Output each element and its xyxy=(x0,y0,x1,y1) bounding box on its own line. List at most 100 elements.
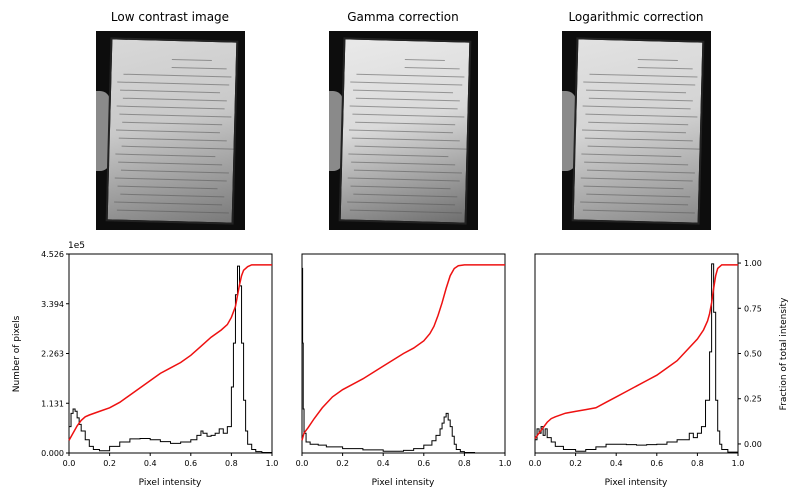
handwriting-line xyxy=(123,73,232,78)
handwriting-line xyxy=(354,145,467,150)
handwriting-line xyxy=(120,169,229,174)
plot-frame xyxy=(301,253,506,454)
handwriting-line xyxy=(353,169,462,174)
handwriting-line xyxy=(118,161,223,166)
plot-frame xyxy=(68,253,273,454)
letter-page xyxy=(105,37,239,225)
y-tick-right-label: 0.50 xyxy=(744,350,762,359)
handwriting-line xyxy=(355,97,460,102)
y-exponent-label: 1e5 xyxy=(68,241,85,251)
handwriting-line xyxy=(347,201,456,206)
handwriting-line xyxy=(120,89,221,94)
handwriting-line xyxy=(116,209,229,214)
gamma-corrected-image xyxy=(329,31,478,230)
x-axis-label-gamma: Pixel intensity xyxy=(372,478,435,488)
handwriting-line xyxy=(348,153,449,158)
y-tick-right-label: 0.00 xyxy=(744,440,762,449)
y-axis-label-right: Fraction of total intensity xyxy=(779,297,789,410)
log-corrected-image xyxy=(562,31,711,230)
handwriting-line xyxy=(347,177,460,182)
y-tick-label: 3.394 xyxy=(41,300,64,309)
handwriting-line xyxy=(117,185,218,190)
handwriting-line xyxy=(588,121,689,126)
handwriting-line xyxy=(580,177,693,182)
handwriting-line xyxy=(584,161,689,166)
plot-frame xyxy=(534,253,739,454)
x-tick-label: 0.0 xyxy=(63,459,76,468)
handwriting-line xyxy=(122,121,223,126)
histogram-series xyxy=(301,267,505,454)
handwriting-line xyxy=(637,66,693,70)
handwriting-line xyxy=(114,177,227,182)
handwriting-line xyxy=(351,161,456,166)
histogram-series xyxy=(68,265,273,454)
y-tick-right-label: 0.75 xyxy=(744,304,762,313)
histogram-series xyxy=(534,263,739,453)
handwriting-line xyxy=(117,81,230,86)
x-tick-label: 0.4 xyxy=(377,459,390,468)
handwriting-line xyxy=(586,193,691,198)
handwriting-line xyxy=(352,113,465,118)
handwriting-line xyxy=(580,201,689,206)
y-tick-label: 2.263 xyxy=(41,350,64,359)
handwriting-line xyxy=(349,209,462,214)
handwriting-line xyxy=(119,113,232,118)
panel-title-gamma: Gamma correction xyxy=(347,10,459,24)
handwriting-line xyxy=(586,169,695,174)
handwriting-line xyxy=(353,89,454,94)
y-tick-label: 4.526 xyxy=(41,250,64,259)
x-tick-label: 0.8 xyxy=(691,459,704,468)
x-tick-label: 0.0 xyxy=(529,459,542,468)
cumulative-series xyxy=(68,264,272,441)
y-axis-label-left: Number of pixels xyxy=(12,315,22,392)
x-axis-label-low: Pixel intensity xyxy=(139,478,202,488)
handwriting-line xyxy=(356,73,465,78)
handwriting-line xyxy=(637,58,678,62)
handwriting-line xyxy=(404,66,460,70)
handwriting-line xyxy=(587,145,700,150)
handwriting-line xyxy=(121,145,234,150)
handwriting-line xyxy=(114,201,223,206)
handwriting-line xyxy=(171,58,212,62)
x-tick-label: 0.2 xyxy=(103,459,116,468)
handwriting-line xyxy=(116,105,225,110)
handwriting-line xyxy=(350,81,463,86)
handwriting-line xyxy=(581,153,682,158)
x-tick-label: 0.4 xyxy=(144,459,157,468)
handwriting-line xyxy=(355,121,456,126)
handwriting-line xyxy=(115,129,220,134)
handwriting-line xyxy=(582,105,691,110)
cumulative-series xyxy=(534,264,738,439)
handwriting-line xyxy=(115,153,216,158)
handwriting-line xyxy=(584,137,693,142)
letter-page xyxy=(571,37,705,225)
handwriting-line xyxy=(586,89,687,94)
handwriting-line xyxy=(350,185,451,190)
y-tick-label: 0.000 xyxy=(41,449,64,458)
handwriting-line xyxy=(118,137,227,142)
x-axis-label-log: Pixel intensity xyxy=(605,478,668,488)
x-tick-label: 0.6 xyxy=(650,459,663,468)
panel-title-low: Low contrast image xyxy=(110,10,230,24)
x-tick-label: 1.0 xyxy=(266,459,279,468)
letter-page xyxy=(338,37,472,225)
handwriting-line xyxy=(349,105,458,110)
handwriting-line xyxy=(589,73,698,78)
y-tick-label: 1.131 xyxy=(41,399,64,408)
chart-log: 0.0 0.2 0.4 0.6 0.8 1.0 0.00 0.25 0.50 0.75 1.00 xyxy=(529,253,762,468)
handwriting-line xyxy=(120,193,225,198)
handwriting-line xyxy=(588,97,693,102)
x-tick-label: 0.0 xyxy=(296,459,309,468)
handwriting-line xyxy=(404,58,445,62)
handwriting-line xyxy=(351,137,460,142)
panel-title-log: Logarithmic correction xyxy=(568,10,704,24)
cumulative-series xyxy=(301,264,505,441)
handwriting-line xyxy=(585,113,698,118)
x-tick-label: 0.8 xyxy=(458,459,471,468)
x-tick-label: 0.8 xyxy=(225,459,238,468)
y-tick-right-label: 1.00 xyxy=(744,259,762,268)
handwriting-line xyxy=(583,81,696,86)
y-tick-right-label: 0.25 xyxy=(744,395,762,404)
handwriting-line xyxy=(348,129,453,134)
x-tick-label: 0.2 xyxy=(336,459,349,468)
